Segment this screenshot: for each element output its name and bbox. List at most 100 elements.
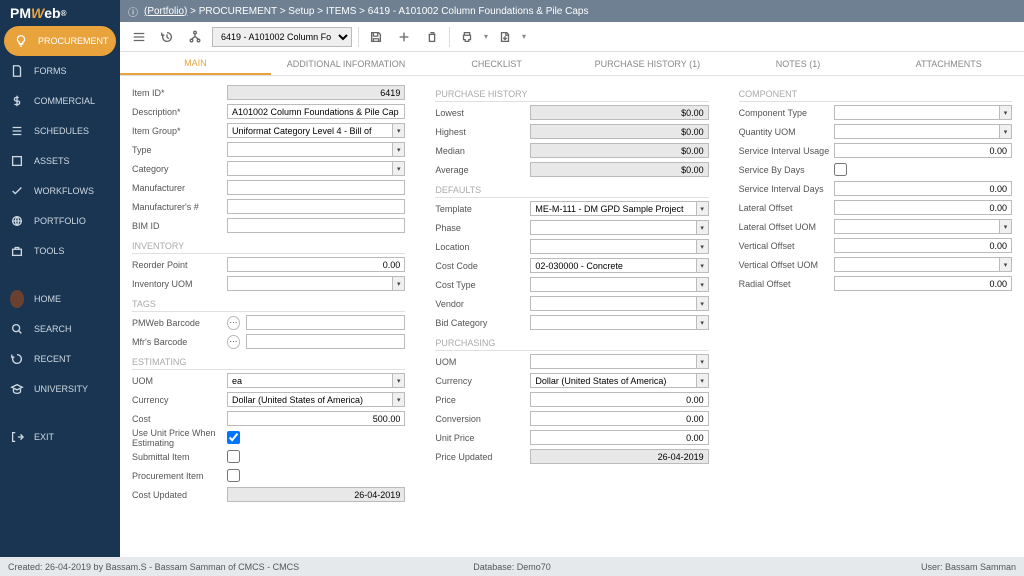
vendor-dropdown[interactable]: ▾ xyxy=(696,296,709,311)
item-group-input[interactable] xyxy=(227,123,392,138)
manufacturer-input[interactable] xyxy=(227,180,405,195)
nav-portfolio[interactable]: PORTFOLIO xyxy=(0,206,120,236)
p-uom-dropdown[interactable]: ▾ xyxy=(696,354,709,369)
cost-type-input[interactable] xyxy=(530,277,695,292)
row-cost: Cost xyxy=(132,410,405,427)
currency-input[interactable] xyxy=(227,392,392,407)
delete-icon[interactable] xyxy=(421,26,443,48)
mfr-barcode-more[interactable]: ⋯ xyxy=(227,335,240,349)
template-dropdown[interactable]: ▾ xyxy=(696,201,709,216)
price-input[interactable] xyxy=(530,392,708,407)
location-input[interactable] xyxy=(530,239,695,254)
service-interval-usage-input[interactable] xyxy=(834,143,1012,158)
reorder-point-input[interactable] xyxy=(227,257,405,272)
tab-additional-information[interactable]: ADDITIONAL INFORMATION xyxy=(271,52,422,75)
template-input[interactable] xyxy=(530,201,695,216)
phase-input[interactable] xyxy=(530,220,695,235)
vertical-offset-uom-dropdown[interactable]: ▾ xyxy=(999,257,1012,272)
nav-tools[interactable]: TOOLS xyxy=(0,236,120,266)
category-input[interactable] xyxy=(227,161,392,176)
nav-procurement[interactable]: PROCUREMENT xyxy=(4,26,116,56)
vertical-offset-uom-input[interactable] xyxy=(834,257,999,272)
cost-code-input[interactable] xyxy=(530,258,695,273)
bulb-icon xyxy=(14,34,28,48)
info-icon[interactable]: ⓘ xyxy=(128,4,138,19)
history-icon[interactable] xyxy=(156,26,178,48)
lateral-offset-input[interactable] xyxy=(834,200,1012,215)
submittal-item-checkbox[interactable] xyxy=(227,450,240,463)
mfr-barcode-input[interactable] xyxy=(246,334,406,349)
row-highest: Highest xyxy=(435,123,708,140)
inventory-uom-input[interactable] xyxy=(227,276,392,291)
nav-label: RECENT xyxy=(34,354,71,364)
export-icon[interactable] xyxy=(494,26,516,48)
add-icon[interactable] xyxy=(393,26,415,48)
uom-dropdown[interactable]: ▾ xyxy=(392,373,405,388)
component-type-dropdown[interactable]: ▾ xyxy=(999,105,1012,120)
nav-assets[interactable]: ASSETS xyxy=(0,146,120,176)
phase-dropdown[interactable]: ▾ xyxy=(696,220,709,235)
pmweb-barcode-input[interactable] xyxy=(246,315,406,330)
bid-category-input[interactable] xyxy=(530,315,695,330)
nav-label: UNIVERSITY xyxy=(34,384,88,394)
nav-search[interactable]: SEARCH xyxy=(0,314,120,344)
lateral-offset-uom-dropdown[interactable]: ▾ xyxy=(999,219,1012,234)
tab-attachments[interactable]: ATTACHMENTS xyxy=(873,52,1024,75)
vertical-offset-input[interactable] xyxy=(834,238,1012,253)
bid-category-dropdown[interactable]: ▾ xyxy=(696,315,709,330)
print-icon[interactable] xyxy=(456,26,478,48)
location-dropdown[interactable]: ▾ xyxy=(696,239,709,254)
p-uom-input[interactable] xyxy=(530,354,695,369)
quantity-uom-dropdown[interactable]: ▾ xyxy=(999,124,1012,139)
tab-checklist[interactable]: CHECKLIST xyxy=(421,52,572,75)
nav-exit[interactable]: EXIT xyxy=(0,422,120,452)
p-currency-dropdown[interactable]: ▾ xyxy=(696,373,709,388)
quantity-uom-input[interactable] xyxy=(834,124,999,139)
lateral-offset-uom-input[interactable] xyxy=(834,219,999,234)
record-select[interactable]: 6419 - A101002 Column Foundations xyxy=(212,27,352,47)
cost-type-dropdown[interactable]: ▾ xyxy=(696,277,709,292)
nav-schedules[interactable]: SCHEDULES xyxy=(0,116,120,146)
nav-home[interactable]: HOME xyxy=(0,284,120,314)
inventory-uom-dropdown[interactable]: ▾ xyxy=(392,276,405,291)
breadcrumb-link[interactable]: (Portfolio) xyxy=(144,6,187,17)
bim-id-input[interactable] xyxy=(227,218,405,233)
tab-purchase-history-1-[interactable]: PURCHASE HISTORY (1) xyxy=(572,52,723,75)
row-service-interval-days: Service Interval Days xyxy=(739,180,1012,197)
procurement-item-checkbox[interactable] xyxy=(227,469,240,482)
nav-workflows[interactable]: WORKFLOWS xyxy=(0,176,120,206)
type-dropdown[interactable]: ▾ xyxy=(392,142,405,157)
service-interval-days-input[interactable] xyxy=(834,181,1012,196)
item-group-dropdown[interactable]: ▾ xyxy=(392,123,405,138)
type-input[interactable] xyxy=(227,142,392,157)
mfr-barcode-label: Mfr's Barcode xyxy=(132,337,227,347)
service-by-days-checkbox[interactable] xyxy=(834,163,847,176)
use-unit-price-checkbox[interactable] xyxy=(227,431,240,444)
p-currency-input[interactable] xyxy=(530,373,695,388)
category-dropdown[interactable]: ▾ xyxy=(392,161,405,176)
nav-recent[interactable]: RECENT xyxy=(0,344,120,374)
vendor-input[interactable] xyxy=(530,296,695,311)
tab-notes-1-[interactable]: NOTES (1) xyxy=(723,52,874,75)
nav-label: ASSETS xyxy=(34,156,70,166)
cost-code-dropdown[interactable]: ▾ xyxy=(696,258,709,273)
list-icon[interactable] xyxy=(128,26,150,48)
radial-offset-input[interactable] xyxy=(834,276,1012,291)
description-input[interactable] xyxy=(227,104,405,119)
pmweb-barcode-more[interactable]: ⋯ xyxy=(227,316,240,330)
uom-input[interactable] xyxy=(227,373,392,388)
nav-forms[interactable]: FORMS xyxy=(0,56,120,86)
component-type-input[interactable] xyxy=(834,105,999,120)
item-id-label: Item ID* xyxy=(132,88,227,98)
nav-university[interactable]: UNIVERSITY xyxy=(0,374,120,404)
tab-main[interactable]: MAIN xyxy=(120,52,271,75)
currency-dropdown[interactable]: ▾ xyxy=(392,392,405,407)
conversion-input[interactable] xyxy=(530,411,708,426)
save-icon[interactable] xyxy=(365,26,387,48)
unit-price-input[interactable] xyxy=(530,430,708,445)
manufacturer-no-input[interactable] xyxy=(227,199,405,214)
tree-icon[interactable] xyxy=(184,26,206,48)
cost-input[interactable] xyxy=(227,411,405,426)
service-interval-usage-label: Service Interval Usage xyxy=(739,146,834,156)
nav-commercial[interactable]: COMMERCIAL xyxy=(0,86,120,116)
